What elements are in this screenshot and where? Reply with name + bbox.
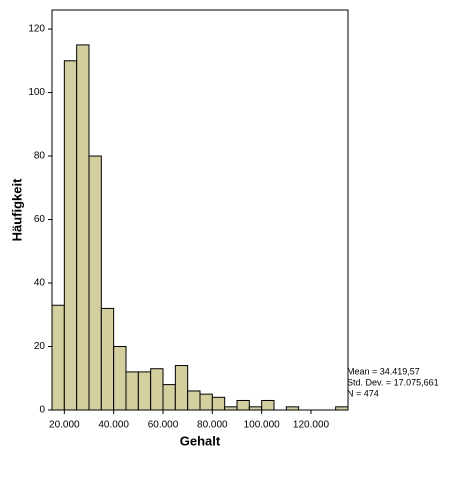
y-tick-label: 0 xyxy=(39,405,45,416)
plot-frame xyxy=(51,9,349,411)
y-tick-label: 120 xyxy=(28,24,45,35)
bar xyxy=(174,365,189,411)
stat-annotation: N = 474 xyxy=(347,388,379,398)
bar xyxy=(88,155,102,411)
bar xyxy=(236,399,250,411)
y-tick-label: 100 xyxy=(28,87,45,98)
x-tick-label: 80.000 xyxy=(197,420,228,431)
y-tick-label: 60 xyxy=(34,214,46,225)
bar xyxy=(76,44,90,411)
stat-annotation: Mean = 34.419,57 xyxy=(347,366,420,376)
bar xyxy=(199,393,213,411)
bar xyxy=(63,60,78,411)
x-axis-title: Gehalt xyxy=(180,433,221,448)
y-tick-label: 20 xyxy=(34,341,46,352)
bar xyxy=(187,390,201,411)
x-tick-label: 20.000 xyxy=(49,420,80,431)
x-tick-label: 100.000 xyxy=(244,420,281,431)
y-axis-title: Häufigkeit xyxy=(9,178,24,242)
bar xyxy=(125,371,139,411)
stat-annotation: Std. Dev. = 17.075,661 xyxy=(347,377,439,387)
bar xyxy=(51,304,65,411)
bar xyxy=(113,346,127,411)
bar xyxy=(150,368,164,411)
y-tick-label: 80 xyxy=(34,151,46,162)
bar xyxy=(137,371,152,411)
y-tick-label: 40 xyxy=(34,278,46,289)
bar xyxy=(162,384,176,411)
bar xyxy=(261,399,275,411)
x-tick-label: 40.000 xyxy=(98,420,129,431)
x-tick-label: 60.000 xyxy=(148,420,179,431)
bar xyxy=(211,396,226,411)
bar xyxy=(100,307,115,411)
x-tick-label: 120.000 xyxy=(293,420,330,431)
